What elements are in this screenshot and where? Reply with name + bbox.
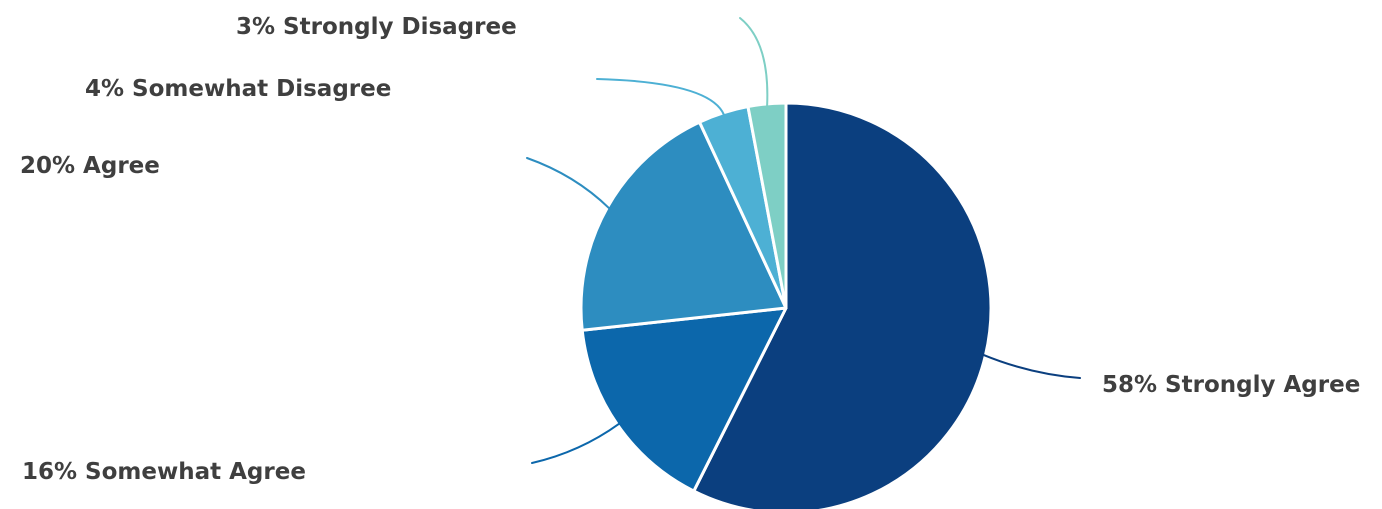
leader-line-strongly-agree <box>982 353 1081 379</box>
slice-labels: 58% Strongly Agree 16% Somewhat Agree 20% … <box>20 14 1360 485</box>
leader-line-somewhat-disagree <box>596 78 725 116</box>
leader-line-agree <box>526 157 611 210</box>
slice-label-somewhat-disagree: 4% Somewhat Disagree <box>85 76 391 102</box>
leader-line-somewhat-agree <box>531 422 621 464</box>
slice-label-agree: 20% Agree <box>20 153 160 179</box>
slice-label-strongly-agree: 58% Strongly Agree <box>1102 372 1360 398</box>
leader-lines <box>526 17 1081 464</box>
slice-label-strongly-disagree: 3% Strongly Disagree <box>236 14 517 40</box>
pie-slices <box>579 101 993 509</box>
slice-label-somewhat-agree: 16% Somewhat Agree <box>22 459 306 485</box>
leader-line-strongly-disagree <box>739 17 769 107</box>
